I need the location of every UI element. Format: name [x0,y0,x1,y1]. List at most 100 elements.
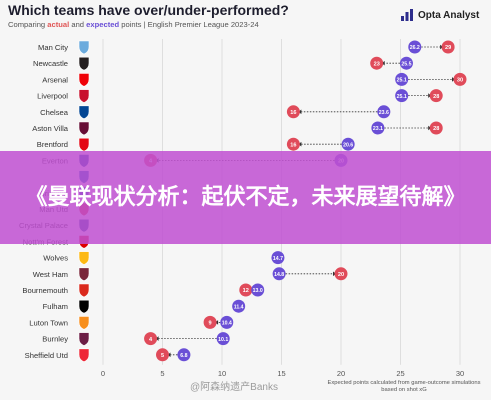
chart-subtitle: Comparing actual and expected points | E… [8,20,259,29]
expected-point [399,56,413,70]
team-badge-icon [78,348,90,363]
actual-label: 9 [209,321,212,327]
expected-label: 23.6 [379,110,389,116]
x-tick-label: 5 [160,369,164,378]
expected-label: 14.8 [274,272,284,278]
actual-point [370,56,384,70]
actual-label: 16 [290,142,296,148]
team-label: Newcastle [33,59,68,68]
team-label: Luton Town [29,318,68,327]
footnote: Expected points calculated from game-out… [327,380,481,393]
actual-label: 16 [290,110,296,116]
team-badge-icon [78,89,90,103]
x-tick-label: 15 [277,369,285,378]
expected-label: 20.6 [343,142,353,148]
expected-point [216,332,230,346]
actual-point [286,137,300,151]
expected-point [220,315,234,329]
expected-label: 6.8 [180,353,187,359]
expected-label: 26.2 [410,45,420,51]
team-label: West Ham [33,270,68,279]
actual-point [453,72,467,86]
expected-point [251,283,265,297]
expected-label: 25.1 [397,94,407,100]
headline-banner: 《曼联现状分析：起伏不定，未来展望待解》 [0,151,491,244]
actual-label: 20 [338,272,344,278]
team-badge-icon [78,283,90,298]
team-label: Bournemouth [22,286,68,295]
subtitle-actual: actual [47,20,70,29]
expected-point [271,251,285,265]
subtitle-prefix: Comparing [8,20,46,29]
team-badge-icon [78,299,90,314]
expected-label: 11.4 [234,304,244,310]
expected-point [177,348,191,362]
watermark: @阿森纳遗产Banks [190,382,278,393]
actual-label: 12 [243,288,249,294]
actual-point [156,348,169,362]
team-badge-icon [78,251,90,265]
chart-title: Which teams have over/under-performed? [8,2,289,18]
actual-point [144,332,158,346]
team-label: Fulham [43,302,68,311]
x-tick-label: 0 [101,369,105,378]
actual-point [441,40,455,54]
team-label: Burnley [42,335,68,344]
team-badge-icon [78,40,90,55]
actual-point [239,283,253,297]
actual-point [286,105,300,119]
opta-logo-text: Opta Analyst [418,9,480,21]
expected-label: 13.0 [253,288,263,294]
team-badge-icon [78,332,90,346]
expected-label: 25.5 [401,61,411,67]
headline-text: 《曼联现状分析：起伏不定，未来展望待解》 [25,184,466,210]
actual-label: 23 [374,61,380,67]
actual-label: 5 [161,353,164,359]
team-label: Brentford [37,140,68,149]
team-badge-icon [78,121,90,136]
expected-point [272,267,286,281]
x-tick-label: 25 [396,369,404,378]
team-badge-icon [78,316,90,330]
team-label: Wolves [43,254,68,263]
subtitle-suffix: points | English Premier League 2023-24 [121,20,259,29]
actual-point [429,121,443,135]
expected-label: 25.1 [397,78,407,84]
team-badge-icon [78,267,90,282]
opta-logo: Opta Analyst [400,8,479,22]
expected-label: 14.7 [273,256,283,262]
team-badge-icon [78,105,90,120]
actual-label: 4 [149,337,153,343]
team-badge-icon [78,73,90,87]
expected-point [371,121,385,135]
subtitle-expected: expected [86,20,120,29]
expected-label: 10.4 [222,321,232,327]
team-label: Sheffield Utd [25,351,68,360]
expected-point [232,299,246,313]
x-tick-label: 20 [337,369,345,378]
actual-label: 28 [433,126,439,132]
team-label: Man City [38,43,68,52]
expected-point [408,40,422,54]
x-tick-label: 10 [218,369,226,378]
team-label: Arsenal [42,75,68,84]
expected-label: 10.1 [218,337,228,343]
actual-label: 30 [457,78,463,84]
team-label: Chelsea [40,108,69,117]
actual-point [334,267,348,281]
team-label: Aston Villa [32,124,69,133]
expected-point [341,137,355,151]
actual-point [429,89,443,103]
team-badge-icon [78,56,90,71]
subtitle-and: and [71,20,85,29]
opta-logo-icon [401,9,413,21]
expected-point [395,72,409,86]
actual-label: 29 [445,45,451,51]
actual-label: 28 [433,94,439,100]
expected-point [377,105,391,119]
team-label: Liverpool [37,92,68,101]
expected-label: 23.1 [373,126,383,132]
actual-point [203,315,217,329]
expected-point [395,89,409,103]
